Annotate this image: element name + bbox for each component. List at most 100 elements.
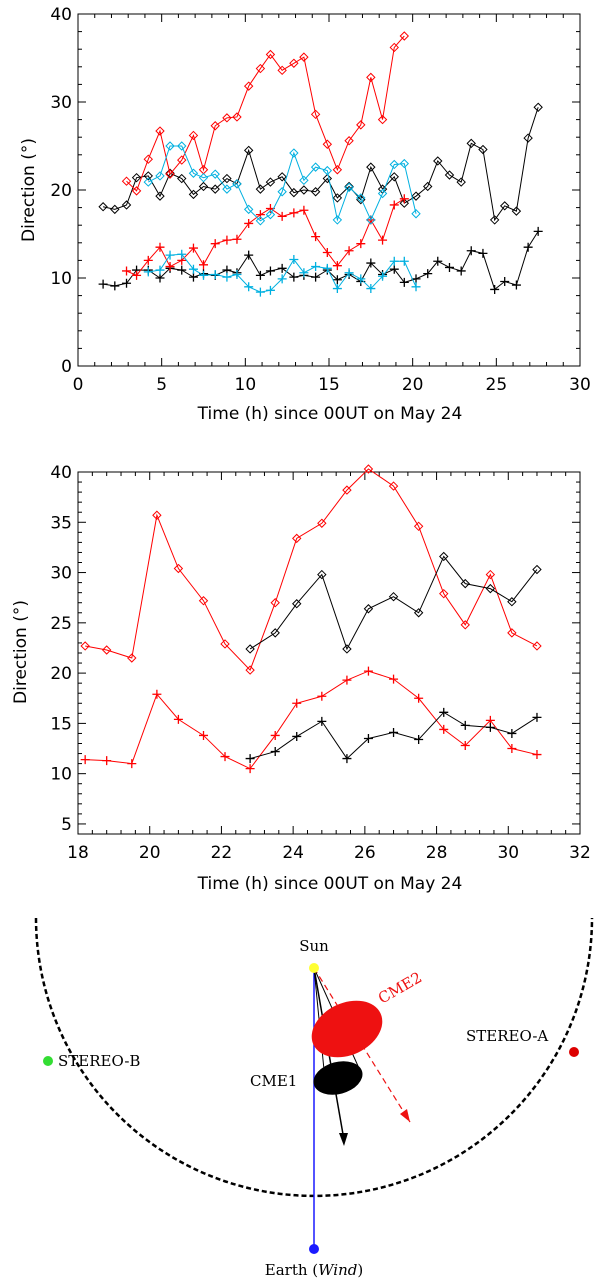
- diamond-marker: [344, 136, 354, 146]
- plus-marker: [439, 724, 449, 734]
- plus-marker: [222, 235, 232, 245]
- plus-marker: [389, 200, 399, 210]
- plus-marker: [533, 226, 543, 236]
- plus-marker: [265, 266, 275, 276]
- x-tick-label: 0: [73, 375, 84, 395]
- plus-marker: [389, 256, 399, 266]
- y-axis-label: Direction (°): [19, 138, 39, 242]
- data-series: [98, 31, 543, 297]
- plus-marker: [188, 272, 198, 282]
- diamond-marker: [222, 173, 232, 184]
- axis-ticks: 18 20 22 24 26 28 30 32 5 10 15 20 25 30 35 40: [50, 463, 590, 863]
- plus-marker: [532, 750, 542, 760]
- plus-marker: [460, 741, 470, 751]
- plus-marker: [292, 698, 302, 708]
- y-tick-label: 40: [50, 463, 72, 483]
- plus-marker: [523, 242, 533, 252]
- plus-marker: [265, 285, 275, 295]
- diamond-marker: [243, 204, 254, 215]
- plus-marker: [532, 712, 542, 722]
- plus-marker: [199, 270, 208, 280]
- panel-top-chart: 0 5 10 15 20 25 30 0 10 20 30 40 Time (h) since 00U…: [19, 5, 591, 424]
- earth-label: Earth (Wind): [265, 1261, 363, 1279]
- series-line: [126, 35, 405, 192]
- plus-marker: [389, 674, 399, 684]
- y-tick-label: 10: [50, 765, 72, 785]
- stereo-b-label: STEREO-B: [58, 1052, 140, 1070]
- diamond-marker: [411, 209, 421, 219]
- y-tick-label: 20: [50, 664, 72, 684]
- x-tick-label: 22: [211, 843, 233, 863]
- plus-marker: [277, 263, 287, 273]
- cme-geometry-diagram: Sun CME2 CME1 STEREO-A STEREO-B Earth (W…: [34, 917, 594, 1279]
- diamond-marker: [366, 215, 376, 225]
- diamond-marker: [485, 569, 496, 580]
- y-axis-label: Direction (°): [11, 600, 31, 704]
- diamond-marker: [511, 206, 522, 216]
- diamond-marker: [466, 138, 476, 149]
- plus-marker: [292, 731, 302, 741]
- diamond-marker: [210, 184, 220, 194]
- plus-marker: [155, 242, 165, 252]
- plus-marker: [155, 265, 165, 275]
- diamond-marker: [433, 156, 443, 166]
- diamond-marker: [366, 72, 376, 83]
- diamond-marker: [243, 145, 254, 156]
- x-tick-label: 10: [235, 375, 257, 395]
- plus-marker: [363, 666, 373, 676]
- diamond-marker: [210, 121, 220, 131]
- diamond-marker: [165, 168, 175, 178]
- diamond-marker: [413, 521, 424, 532]
- diamond-marker: [532, 641, 542, 651]
- plus-marker: [270, 747, 280, 757]
- diamond-marker: [388, 481, 399, 491]
- plus-marker: [255, 210, 265, 220]
- diamond-marker: [532, 564, 542, 575]
- plus-marker: [322, 263, 332, 273]
- diamond-marker: [310, 109, 321, 120]
- diamond-marker: [143, 154, 153, 164]
- diamond-marker: [98, 202, 108, 212]
- stereo-b-marker: [43, 1056, 53, 1066]
- diamond-marker: [413, 608, 424, 618]
- plus-marker: [299, 205, 309, 215]
- diamond-marker: [143, 177, 153, 187]
- plus-marker: [414, 734, 424, 744]
- diamond-marker: [411, 191, 421, 201]
- diamond-marker: [277, 187, 287, 197]
- diamond-marker: [507, 597, 517, 607]
- plus-marker: [177, 265, 187, 275]
- diamond-marker: [499, 201, 510, 211]
- series-line: [249, 555, 538, 651]
- diamond-marker: [127, 653, 137, 663]
- x-tick-label: 26: [354, 843, 376, 863]
- earth-marker: [309, 1244, 319, 1254]
- cme1-ellipse: [313, 1061, 363, 1095]
- diamond-marker: [322, 165, 333, 176]
- plus-marker: [155, 273, 165, 283]
- plus-marker: [98, 279, 108, 289]
- plus-marker: [173, 714, 183, 724]
- diamond-marker: [439, 551, 449, 562]
- diamond-marker: [399, 158, 410, 169]
- diamond-marker: [289, 187, 299, 198]
- diamond-marker: [80, 641, 90, 651]
- series-line: [85, 670, 538, 770]
- plus-marker: [399, 277, 409, 287]
- diamond-marker: [322, 173, 333, 184]
- plus-marker: [102, 756, 112, 766]
- plus-marker: [366, 258, 376, 268]
- diamond-marker: [299, 52, 309, 62]
- diamond-marker: [460, 578, 470, 589]
- diamond-marker: [289, 148, 299, 158]
- plus-marker: [232, 269, 242, 279]
- diamond-marker: [243, 81, 254, 91]
- x-tick-label: 32: [569, 843, 591, 863]
- plus-marker: [411, 282, 421, 292]
- diamond-marker: [222, 184, 232, 194]
- plus-marker: [289, 255, 299, 265]
- diamond-marker: [344, 182, 354, 193]
- diamond-marker: [423, 181, 433, 192]
- diamond-marker: [299, 175, 309, 186]
- plus-marker: [456, 266, 466, 276]
